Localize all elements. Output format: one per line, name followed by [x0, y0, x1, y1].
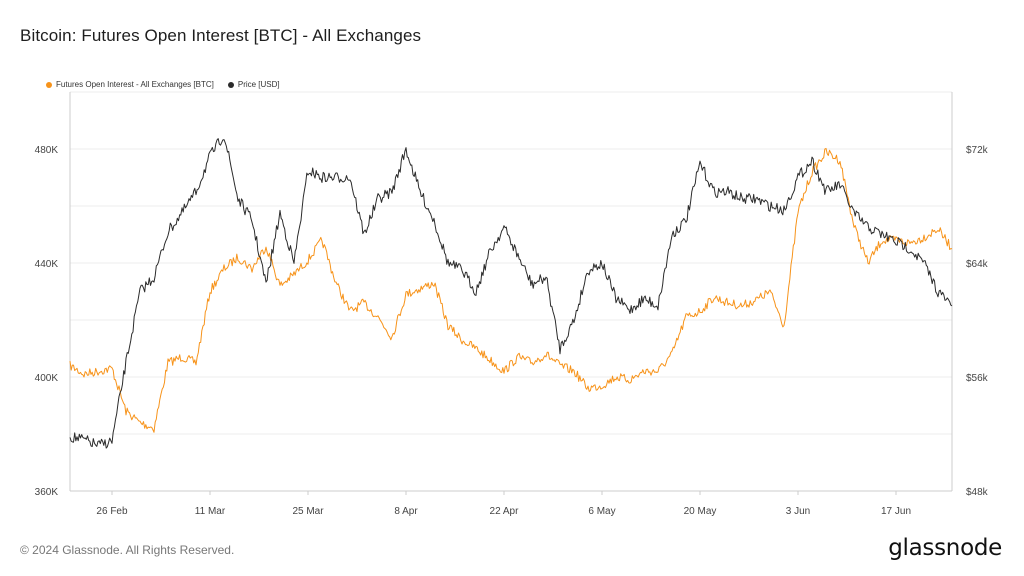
series-line-price: [69, 138, 953, 449]
y-left-tick-label: 400K: [35, 373, 59, 384]
y-left-tick-label: 440K: [35, 259, 59, 270]
x-tick-label: 25 Mar: [292, 506, 324, 517]
x-tick-label: 8 Apr: [394, 506, 418, 517]
series-line-open-interest: [69, 147, 953, 433]
x-tick-label: 6 May: [588, 506, 615, 517]
y-right-tick-label: $72k: [966, 145, 989, 156]
legend: Futures Open Interest - All Exchanges [B…: [46, 80, 280, 89]
y-left-tick-label: 480K: [35, 145, 59, 156]
copyright-text: © 2024 Glassnode. All Rights Reserved.: [20, 543, 235, 557]
x-tick-label: 26 Feb: [96, 506, 128, 517]
x-tick-label: 22 Apr: [490, 506, 520, 517]
y-right-tick-label: $64k: [966, 259, 989, 270]
y-right-tick-label: $56k: [966, 373, 989, 384]
legend-item-oi[interactable]: Futures Open Interest - All Exchanges [B…: [46, 80, 214, 89]
x-tick-label: 20 May: [684, 506, 717, 517]
y-left-tick-label: 360K: [35, 487, 59, 498]
x-tick-label: 17 Jun: [881, 506, 911, 517]
legend-label-oi: Futures Open Interest - All Exchanges [B…: [56, 80, 214, 89]
y-right-tick-label: $48k: [966, 487, 989, 498]
legend-dot-price-icon: [227, 81, 234, 88]
x-tick-label: 11 Mar: [195, 506, 226, 517]
legend-item-price[interactable]: Price [USD]: [227, 80, 280, 89]
legend-dot-oi-icon: [46, 81, 52, 88]
x-tick-label: 3 Jun: [786, 506, 810, 517]
legend-label-price: Price [USD]: [237, 80, 280, 89]
brand-logo: glassnode: [888, 535, 1002, 561]
page-title: Bitcoin: Futures Open Interest [BTC] - A…: [20, 26, 422, 45]
